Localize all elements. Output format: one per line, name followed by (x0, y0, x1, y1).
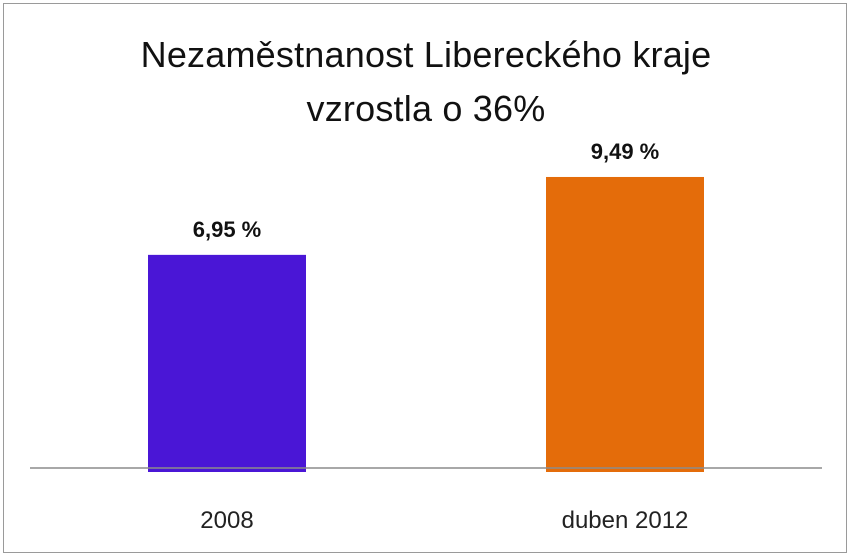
chart-title-line2: vzrostla o 36% (306, 88, 546, 129)
category-label-2: duben 2012 (562, 507, 689, 534)
bar-1 (148, 254, 306, 472)
data-label-2: 9,49 % (591, 139, 660, 164)
chart-title-line1: Nezaměstnanost Libereckého kraje (140, 34, 712, 75)
chart-frame (3, 3, 847, 553)
category-label-1: 2008 (200, 507, 253, 534)
bar-2 (546, 176, 704, 472)
data-label-1: 6,95 % (193, 217, 262, 242)
